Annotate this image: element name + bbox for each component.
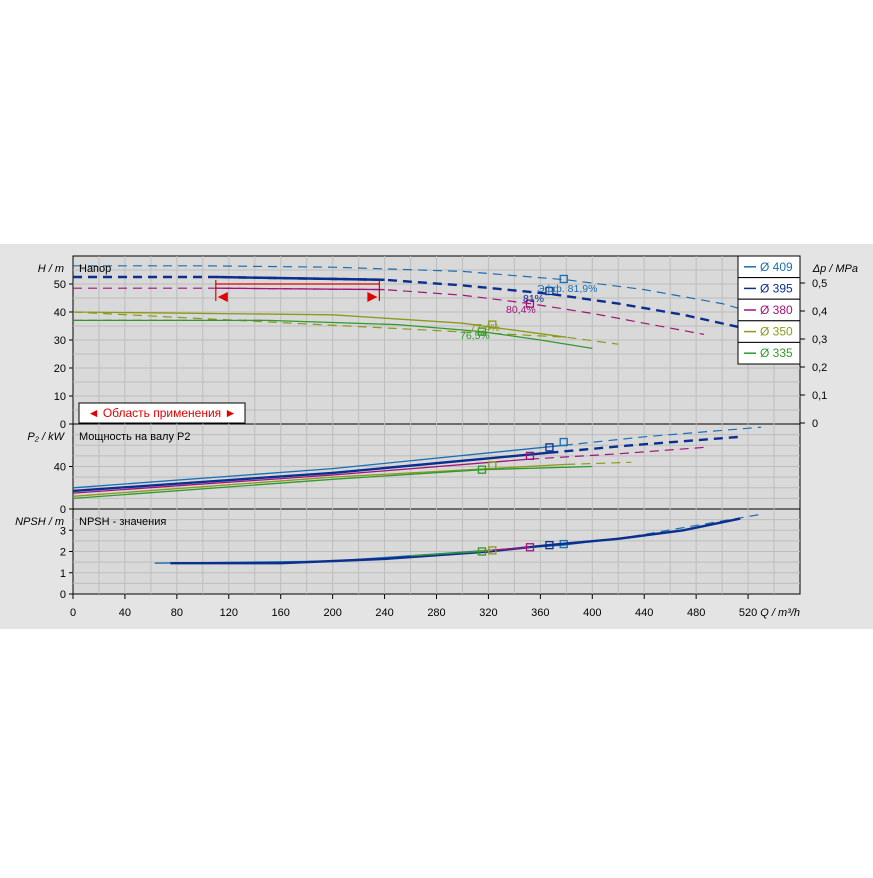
curve-dashed-d395 <box>549 435 741 454</box>
operating-point-marker <box>477 547 487 556</box>
curve-solid-d335 <box>410 550 482 557</box>
x-tick-label: 480 <box>687 607 705 619</box>
x-tick-label: 360 <box>531 607 549 619</box>
operating-point-marker <box>477 465 487 474</box>
range-arrow-left-icon <box>217 292 228 302</box>
x-tick-label: 440 <box>635 607 653 619</box>
y-tick-label: 0 <box>60 419 66 431</box>
y-right-tick-label: 0 <box>812 418 818 430</box>
y-tick-label: 1 <box>60 568 66 580</box>
curve-solid-d380 <box>72 458 531 494</box>
curve-dashed-d350 <box>566 461 632 465</box>
y-right-tick-label: 0,4 <box>812 306 827 318</box>
legend-label: Ø 350 <box>760 325 793 339</box>
y-right-tick-label: 0,5 <box>812 278 827 290</box>
efficiency-label: 80,4% <box>506 304 536 316</box>
curve-solid-d380 <box>215 287 385 291</box>
operating-point-marker <box>525 299 535 308</box>
efficiency-label: 76,5% <box>460 330 490 342</box>
operating-point-marker <box>559 274 568 284</box>
x-tick-label: 80 <box>171 607 183 619</box>
application-range-label: ◄ Область применения ► <box>88 406 237 420</box>
x-tick-label: 320 <box>479 607 497 619</box>
y-axis-label-npsh: NPSH / m <box>15 516 64 528</box>
efficiency-label: Эфф. 81,9% <box>537 283 597 295</box>
y-right-tick-label: 0,2 <box>812 362 827 374</box>
operating-point-marker <box>545 443 554 452</box>
operating-point-marker <box>488 546 497 555</box>
y-tick-label: 3 <box>60 525 66 537</box>
operating-point-marker <box>525 543 535 552</box>
x-tick-label: 400 <box>583 607 601 619</box>
efficiency-label: 81% <box>523 293 544 305</box>
operating-point-marker <box>545 286 554 296</box>
curve-dashed-d409 <box>563 426 762 446</box>
curve-solid-d395 <box>215 275 385 281</box>
curve-solid-d335 <box>72 465 593 500</box>
range-arrow-right-icon <box>367 292 378 302</box>
operating-point-marker <box>477 327 487 336</box>
legend-label: Ø 380 <box>760 303 793 317</box>
y-axis-label-head: H / m <box>38 263 64 275</box>
curve-solid-d395 <box>72 451 550 493</box>
y-tick-label: 20 <box>54 363 66 375</box>
panel-title-npsh: NPSH - значения <box>79 516 166 528</box>
y-tick-label: 2 <box>60 547 66 559</box>
curve-solid-d350 <box>72 311 567 338</box>
application-range-box <box>78 402 246 424</box>
operating-point-marker <box>545 540 554 550</box>
x-tick-label: 200 <box>323 607 341 619</box>
x-tick-label: 40 <box>119 607 131 619</box>
curve-dashed-d409 <box>73 265 762 316</box>
y-axis-label-right: Δp / MPa <box>812 263 858 275</box>
legend-label: Ø 395 <box>760 281 793 295</box>
y-axis-label-power: P₂ / kW <box>27 431 65 443</box>
y-tick-label: 0 <box>60 504 66 516</box>
y-tick-label: 30 <box>54 335 66 347</box>
x-axis-label: Q / m³/h <box>760 607 800 619</box>
curve-solid-d409 <box>72 444 564 489</box>
x-tick-label: 160 <box>272 607 290 619</box>
operating-point-marker <box>525 451 535 461</box>
x-tick-label: 280 <box>427 607 445 619</box>
x-tick-label: 520 <box>739 607 757 619</box>
operating-point-marker <box>488 320 497 329</box>
x-tick-label: 0 <box>70 607 76 619</box>
y-tick-label: 10 <box>54 391 66 403</box>
x-tick-label: 240 <box>375 607 393 619</box>
curve-solid-d335 <box>73 319 593 350</box>
y-tick-label: 40 <box>54 307 66 319</box>
curve-dashed-d350 <box>72 311 619 345</box>
legend-label: Ø 335 <box>760 346 793 360</box>
panel-title-head: Напор <box>79 263 111 275</box>
y-right-tick-label: 0,1 <box>812 390 827 402</box>
y-right-tick-label: 0,3 <box>812 334 827 346</box>
legend-label: Ø 409 <box>760 260 793 274</box>
x-tick-label: 120 <box>220 607 238 619</box>
panel-title-power: Мощность на валу P2 <box>79 431 191 443</box>
operating-point-marker <box>559 437 568 447</box>
y-tick-label: 0 <box>60 589 66 601</box>
efficiency-label: 77,4% <box>470 322 500 334</box>
legend-item[interactable] <box>737 341 801 365</box>
y-tick-label: 40 <box>54 462 66 474</box>
y-tick-label: 50 <box>54 279 66 291</box>
